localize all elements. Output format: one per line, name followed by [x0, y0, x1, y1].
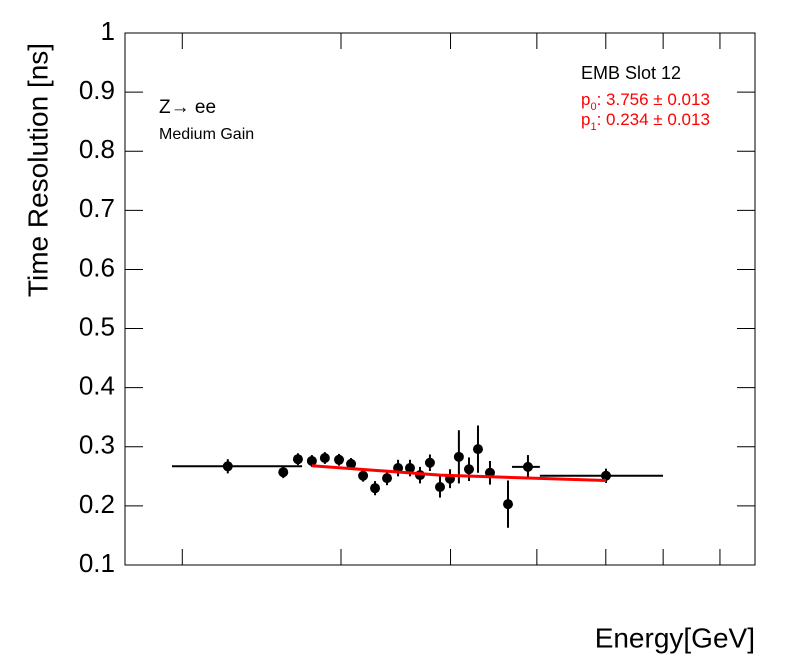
y-tick-label: 0.7	[79, 193, 115, 223]
fit-parameter: p0: 3.756 ± 0.013	[581, 90, 710, 112]
y-tick-label: 0.3	[79, 430, 115, 460]
slot-label: EMB Slot 12	[581, 63, 681, 83]
y-tick-label: 0.5	[79, 311, 115, 341]
data-point	[382, 473, 393, 484]
param-name: p	[581, 90, 590, 109]
data-point	[463, 464, 474, 475]
data-point	[306, 455, 317, 466]
data-point	[346, 458, 357, 469]
y-tick-label: 0.6	[79, 252, 115, 282]
y-tick-label: 0.2	[79, 489, 115, 519]
y-axis-title: Time Resolution [ns]	[22, 43, 53, 297]
data-point	[522, 461, 533, 472]
param-index: 0	[590, 101, 596, 113]
data-point	[404, 463, 415, 474]
data-point	[222, 461, 233, 472]
y-tick-label: 0.1	[79, 548, 115, 578]
gain-label: Medium Gain	[159, 126, 254, 143]
data-point	[319, 453, 330, 464]
y-tick-label: 0.4	[79, 371, 115, 401]
data-point	[453, 451, 464, 462]
frame	[124, 32, 756, 566]
data-point	[334, 454, 345, 465]
param-name: p	[581, 110, 590, 129]
data-point	[370, 483, 381, 494]
fit-line	[311, 464, 607, 482]
y-tick-label: 0.8	[79, 134, 115, 164]
data-point	[435, 481, 445, 492]
data-point	[358, 470, 369, 481]
data-point	[601, 470, 612, 481]
data-point	[424, 457, 435, 468]
fit-parameter: p1: 0.234 ± 0.013	[581, 110, 710, 132]
y-tick-label: 1	[101, 16, 115, 46]
param-value: : 0.234 ± 0.013	[597, 110, 710, 129]
param-value: : 3.756 ± 0.013	[597, 90, 710, 109]
data-point	[292, 454, 303, 465]
data-point	[472, 444, 483, 455]
data-point	[503, 499, 514, 510]
process-label: Z→ ee	[159, 97, 216, 118]
x-axis-title: Energy[GeV]	[595, 622, 755, 653]
y-tick-label: 0.9	[79, 75, 115, 105]
param-index: 1	[590, 121, 596, 133]
data-point	[278, 467, 289, 478]
